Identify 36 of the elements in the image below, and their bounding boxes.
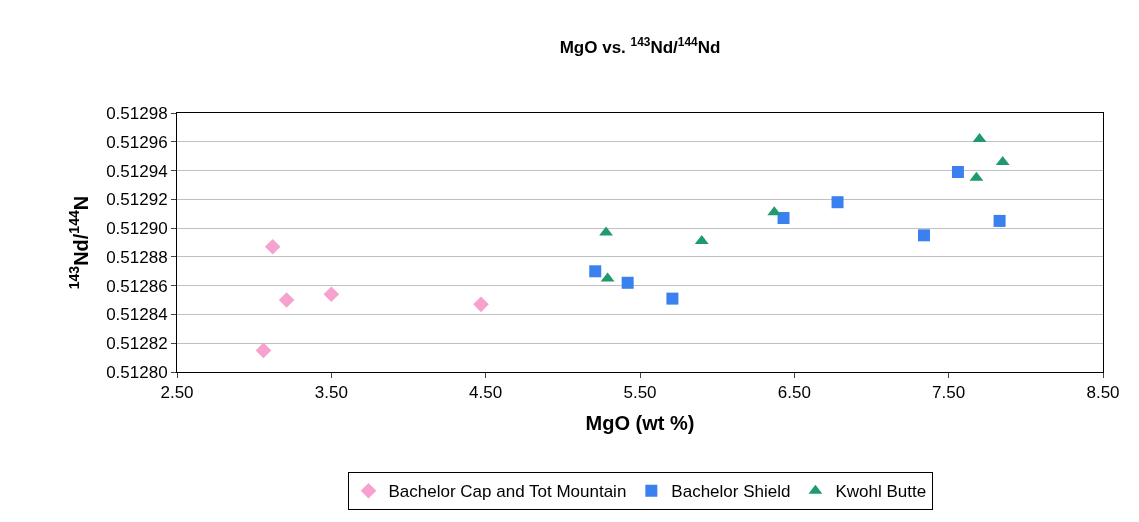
point bbox=[264, 239, 281, 255]
point bbox=[255, 342, 272, 359]
x-tick-label: 8.50 bbox=[1086, 383, 1120, 403]
y-tick-label: 0.51282 bbox=[106, 334, 168, 354]
legend-label: Bachelor Cap and Tot Mountain bbox=[388, 482, 627, 502]
y-tick-label: 0.51294 bbox=[106, 161, 168, 181]
point bbox=[951, 165, 964, 178]
point bbox=[473, 296, 489, 313]
point bbox=[666, 292, 679, 305]
y-tick-label: 0.51286 bbox=[106, 276, 168, 296]
legend-label: Bachelor Shield bbox=[671, 482, 791, 502]
x-axis-title: MgO (wt %) bbox=[585, 411, 695, 434]
y-tick-label: 0.51288 bbox=[106, 247, 168, 267]
point bbox=[589, 265, 602, 278]
y-tick-label: 0.51290 bbox=[106, 219, 168, 239]
x-tick-label: 4.50 bbox=[469, 383, 503, 403]
y-tick-label: 0.51284 bbox=[106, 305, 168, 325]
x-tick-label: 5.50 bbox=[623, 383, 657, 403]
point bbox=[323, 286, 340, 303]
point bbox=[599, 226, 613, 236]
legend-label: Kwohl Butte bbox=[835, 482, 927, 502]
point bbox=[621, 276, 634, 289]
point bbox=[993, 214, 1006, 227]
y-tick-label: 0.51296 bbox=[106, 132, 168, 152]
y-tick-label: 0.51298 bbox=[106, 103, 168, 123]
y-tick-label: 0.51280 bbox=[106, 362, 168, 382]
x-tick-label: 3.50 bbox=[314, 383, 348, 403]
x-tick-label: 7.50 bbox=[932, 383, 966, 403]
point bbox=[278, 292, 295, 308]
point bbox=[777, 212, 790, 225]
x-tick-label: 2.50 bbox=[160, 383, 194, 403]
point bbox=[831, 196, 844, 209]
y-tick-label: 0.51292 bbox=[106, 190, 168, 210]
chart-title: MgO vs. $^{143}$Nd/$^{144}$Nd bbox=[559, 34, 721, 57]
x-tick-label: 6.50 bbox=[777, 383, 811, 403]
point bbox=[917, 229, 930, 242]
